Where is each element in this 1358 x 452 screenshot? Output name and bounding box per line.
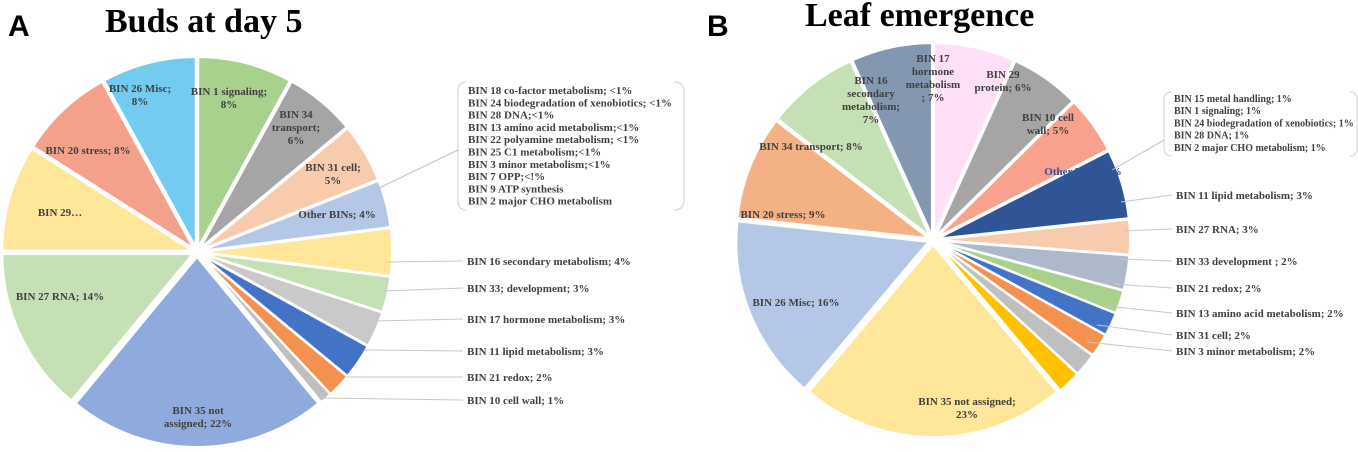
pie-b-leader-bin-27-rna-3 xyxy=(1122,228,1173,232)
pie-a-slice-bin-34-transport-6 xyxy=(199,80,348,249)
pie-a-label-bin-21-redox-2: BIN 21 redox; 2% xyxy=(467,372,553,384)
pie-a-leader-bin-33-development-3 xyxy=(383,287,464,292)
pie-b-label-bin-11-lipid-metabolism-3: BIN 11 lipid metabolism; 3% xyxy=(1176,190,1313,202)
pie-b-label-bin-29-protein-6: BIN 29 protein; 6% xyxy=(975,69,1032,94)
pie-a-slice-bin-27-rna-14 xyxy=(1,253,195,402)
pie-a-slice-bin-26-misc-8 xyxy=(102,56,197,248)
pie-b-label-bin-13-amino-acid-metabolism-2: BIN 13 amino acid metabolism; 2% xyxy=(1176,308,1344,320)
pie-b-label-bin-26-misc-16: BIN 26 Misc; 16% xyxy=(752,297,839,309)
pie-b-leader-bin-31-cell-2 xyxy=(1096,324,1173,336)
pie-a-slice-other-bins-4 xyxy=(201,179,392,252)
pie-b-label-bin-21-redox-2: BIN 21 redox; 2% xyxy=(1176,283,1262,295)
pie-b xyxy=(735,42,1131,438)
pie-b-label-bin-27-rna-3: BIN 27 RNA; 3% xyxy=(1176,224,1259,236)
pie-a-label-bin-1-signaling-8: BIN 1 signaling; 8% xyxy=(191,86,267,111)
pie-b-slice-bin-20-stress-9 xyxy=(736,119,932,240)
pie-a-other-bin-item: BIN 22 polyamine metabolism; <1% xyxy=(468,134,639,146)
panel-a-box-connector xyxy=(374,149,459,191)
pie-a xyxy=(1,56,393,448)
pie-b-other-bin-item: BIN 24 biodegradation of xenobiotics; 1% xyxy=(1174,118,1354,129)
pie-a-slice-bin-35-not-assigned-22 xyxy=(74,255,320,448)
pie-b-label-bin-33-development-2: BIN 33 development ; 2% xyxy=(1176,256,1298,268)
pie-a-label-bin-35-not-assigned-22: BIN 35 not assigned; 22% xyxy=(164,405,232,430)
pie-b-slice-bin-16-secondary-metabolism-7 xyxy=(851,42,933,236)
pie-b-label-other-bins-6: Other BINs; 6% xyxy=(1044,166,1121,178)
pie-a-slice-bin-29 xyxy=(1,147,196,252)
pie-a-other-bin-item: BIN 28 DNA;<1% xyxy=(468,110,554,122)
pie-a-other-bin-item: BIN 24 biodegradation of xenobiotics; <1… xyxy=(468,97,672,109)
pie-b-slice-bin-34-transport-8 xyxy=(776,59,931,237)
pie-a-other-bin-item: BIN 25 C1 metabolism;<1% xyxy=(468,147,601,159)
panel-b-letter: B xyxy=(707,10,729,43)
panel-b-other-bins-list: BIN 15 metal handling; 1%BIN 1 signaling… xyxy=(1174,94,1354,154)
pie-a-label-bin-10-cell-wall-1: BIN 10 cell wall; 1% xyxy=(467,395,564,407)
pie-b-slice-bin-35-not-assigned-23 xyxy=(807,243,1059,438)
panel-b-bracket xyxy=(1163,91,1358,157)
pie-b-slice-bin-29-protein-6 xyxy=(934,59,1075,237)
panel-b-title: Leaf emergence xyxy=(805,0,1034,34)
pie-b-slice-bin-10-cell-wall-5 xyxy=(936,100,1110,238)
pie-b-label-bin-20-stress-9: BIN 20 stress; 9% xyxy=(740,209,825,221)
pie-a-other-bin-item: BIN 7 OPP;<!% xyxy=(468,171,545,183)
pie-a-leader-bin-16-secondary-metabolism-4 xyxy=(385,260,464,263)
pie-a-other-bin-item: BIN 2 major CHO metabolism xyxy=(468,196,612,208)
pie-b-leader-bin-11-lipid-metabolism-3 xyxy=(1120,194,1173,203)
pie-a-label-bin-29: BIN 29… xyxy=(38,207,82,219)
pie-b-other-bin-item: BIN 1 signaling; 1% xyxy=(1174,106,1261,117)
pie-a-leader-bin-17-hormone-metabolism-3 xyxy=(375,318,464,322)
pie-a-label-bin-11-lipid-metabolism-3: BIN 11 lipid metabolism; 3% xyxy=(467,346,604,358)
pie-a-label-bin-20-stress-8: BIN 20 stress; 8% xyxy=(45,145,130,157)
pie-b-leader-bin-21-redox-2 xyxy=(1113,283,1173,289)
pie-b-leader-bin-33-development-2 xyxy=(1119,258,1173,262)
pie-a-other-bin-item: BIN 18 co-factor metabolism; <1% xyxy=(468,85,632,97)
pie-b-label-bin-10-cell-wall-5: BIN 10 cell wall; 5% xyxy=(1022,112,1074,137)
panel-a-other-bins-list: BIN 18 co-factor metabolism; <1%BIN 24 b… xyxy=(468,85,672,208)
pie-b-other-bin-item: BIN 2 major CHO metabolism; 1% xyxy=(1174,143,1326,154)
pie-a-label-bin-31-cell-5: BIN 31 cell; 5% xyxy=(305,162,361,187)
pie-b-slice-bin-17-hormone-metabolism-7 xyxy=(933,42,1015,236)
pie-a-slice-bin-1-signaling-8 xyxy=(197,56,292,248)
pie-b-label-bin-16-secondary-metabolism-7: BIN 16 secondary metabolism; 7% xyxy=(842,75,900,126)
pie-b-slice-other-bins-6 xyxy=(937,149,1130,240)
pie-a-slice-bin-31-cell-5 xyxy=(200,126,380,251)
pie-b-leader-bin-3-minor-metabolism-2 xyxy=(1086,341,1173,352)
pie-a-labels: BIN 1 signaling; 8%BIN 34 transport; 6% BIN … xyxy=(16,83,631,430)
panel-a-title: Buds at day 5 xyxy=(105,3,302,40)
pie-a-label-other-bins-4: Other BINs; 4% xyxy=(298,209,375,221)
pie-a-label-bin-26-misc-8: BIN 26 Misc; 8% xyxy=(109,83,171,108)
panel-b-box-connector xyxy=(1111,139,1165,171)
pie-b-label-bin-17-hormone-metabolism-7: BIN 17 hormone metabolism; 7% xyxy=(906,53,960,104)
panel-a-letter: A xyxy=(8,10,30,43)
pie-a-label-bin-27-rna-14: BIN 27 RNA; 14% xyxy=(16,291,104,303)
pie-b-slice-bin-3-minor-metabolism-2 xyxy=(935,242,1079,392)
pie-b-slice-bin-26-misc-16 xyxy=(735,220,931,390)
pie-a-other-bin-item: BIN 13 amino acid metabolism;<1% xyxy=(468,122,639,134)
pie-a-label-bin-16-secondary-metabolism-4: BIN 16 secondary metabolism; 4% xyxy=(467,256,631,268)
pie-a-label-bin-17-hormone-metabolism-3: BIN 17 hormone metabolism; 3% xyxy=(467,314,625,326)
pie-a-leader-bin-10-cell-wall-1 xyxy=(321,397,464,401)
pie-b-label-bin-35-not-assigned-23: BIN 35 not assigned; 23% xyxy=(918,396,1016,421)
pie-b-label-bin-34-transport-8: BIN 34 transport; 8% xyxy=(759,141,863,153)
pie-a-leader-bin-11-lipid-metabolism-3 xyxy=(363,349,464,352)
pie-b-label-bin-31-cell-2: BIN 31 cell; 2% xyxy=(1176,330,1251,342)
pie-a-slice-bin-20-stress-8 xyxy=(31,80,195,250)
pie-b-other-bin-item: BIN 15 metal handling; 1% xyxy=(1174,94,1292,105)
pie-b-label-bin-3-minor-metabolism-2: BIN 3 minor metabolism; 2% xyxy=(1176,346,1315,358)
pie-a-label-bin-33-development-3: BIN 33; development; 3% xyxy=(467,283,590,295)
pie-b-labels: BIN 17 hormone metabolism; 7% BIN 29 protein… xyxy=(740,53,1343,421)
pie-b-leader-bin-13-amino-acid-metabolism-2 xyxy=(1105,305,1173,314)
pie-b-other-bin-item: BIN 28 DNA; 1% xyxy=(1174,131,1249,142)
pie-a-slice-bin-16-secondary-metabolism-4 xyxy=(201,227,393,277)
pie-a-other-bin-item: BIN 3 minor metabolism;<1% xyxy=(468,159,611,171)
pie-a-other-bin-item: BIN 9 ATP synthesis xyxy=(468,183,564,195)
panel-a-bracket xyxy=(457,81,685,211)
pie-a-label-bin-34-transport-6: BIN 34 transport; 6% xyxy=(272,109,320,147)
